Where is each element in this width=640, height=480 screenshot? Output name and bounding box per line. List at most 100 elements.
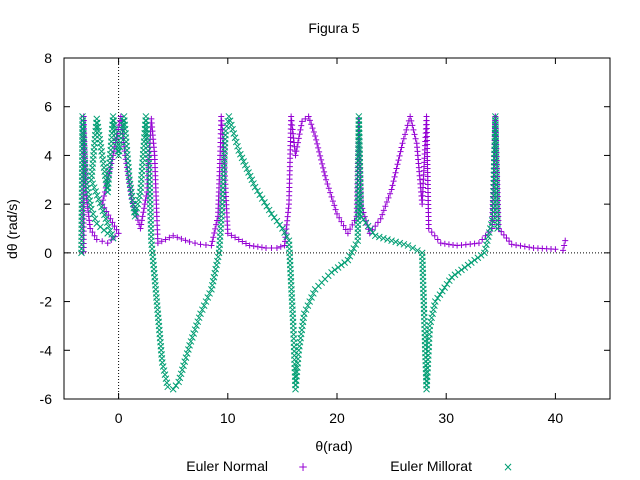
series-marker: [483, 237, 491, 245]
series-marker: [230, 130, 238, 137]
series-marker: [306, 298, 314, 305]
data-point: [560, 247, 567, 254]
series-marker: [441, 240, 448, 247]
series-marker: [411, 131, 418, 138]
series-marker: [308, 294, 315, 301]
series-marker: [106, 227, 114, 234]
series-marker: [400, 135, 407, 142]
series-marker: [102, 215, 110, 223]
legend-marker-euler-millorat: ×: [503, 460, 513, 474]
series-euler-millorat: [78, 113, 501, 393]
series-marker: [396, 239, 404, 247]
series-marker: [454, 268, 462, 276]
data-point: [137, 225, 144, 232]
series-marker: [243, 165, 251, 173]
series-marker: [208, 281, 216, 289]
series-marker: [188, 334, 196, 341]
legend: Euler Normal + Euler Millorat ×: [186, 458, 513, 474]
series-marker: [308, 121, 315, 128]
data-point: [169, 385, 177, 393]
series-marker: [295, 135, 302, 142]
series-marker: [379, 211, 386, 218]
series-marker: [211, 230, 218, 237]
series-marker: [294, 143, 301, 150]
series-marker: [91, 215, 99, 223]
data-point: [399, 140, 406, 147]
series-marker: [183, 350, 191, 357]
x-tick-label: 10: [220, 410, 236, 426]
y-tick-label: -2: [40, 294, 53, 310]
series-marker: [304, 302, 312, 309]
series-marker: [136, 192, 143, 200]
series-marker: [506, 238, 513, 245]
series-marker: [364, 222, 372, 230]
data-point: [371, 232, 379, 240]
series-marker: [139, 213, 146, 220]
series-marker: [246, 172, 254, 180]
data-point: [154, 240, 161, 247]
series-marker: [479, 236, 486, 243]
series-marker: [160, 367, 168, 374]
series-marker: [133, 204, 141, 212]
data-point: [407, 113, 414, 120]
series-marker: [105, 212, 112, 219]
x-tick-label: 20: [329, 410, 345, 426]
series-marker: [349, 221, 356, 228]
series-marker: [362, 219, 370, 227]
series-marker: [461, 264, 469, 271]
data-point: [197, 310, 204, 318]
series-marker: [234, 142, 241, 150]
series-marker: [270, 214, 278, 221]
x-axis: 0 10 20 30 40: [115, 58, 563, 426]
series-marker: [96, 199, 104, 207]
data-point: [377, 215, 384, 222]
series-marker: [434, 236, 441, 243]
series-marker: [431, 232, 438, 239]
data-point: [425, 225, 432, 232]
legend-marker-euler-normal: +: [298, 460, 308, 474]
series-marker: [316, 148, 323, 155]
series-marker: [113, 226, 120, 233]
series-marker: [410, 126, 417, 133]
series-marker: [327, 189, 334, 196]
series-marker: [194, 318, 202, 326]
series-marker: [441, 284, 448, 292]
series-marker: [93, 192, 101, 199]
series-marker: [334, 264, 342, 271]
series-marker: [254, 243, 261, 250]
series-marker: [403, 126, 410, 133]
series-marker: [498, 228, 505, 235]
series-marker: [228, 232, 235, 239]
series-marker: [101, 193, 108, 200]
data-point: [562, 237, 569, 244]
series-marker: [166, 234, 173, 241]
series-marker: [92, 188, 100, 195]
series-marker: [103, 219, 111, 227]
series-marker: [100, 197, 107, 204]
series-marker: [390, 178, 397, 185]
series-marker: [338, 261, 345, 269]
y-tick-label: 4: [44, 147, 52, 163]
y-tick-label: -4: [40, 342, 53, 358]
series-marker: [250, 243, 257, 250]
series-marker: [176, 374, 184, 382]
series-marker: [400, 240, 408, 248]
series-marker: [162, 236, 169, 243]
series-marker: [273, 217, 281, 225]
series-marker: [138, 221, 145, 228]
series-marker: [328, 193, 335, 200]
series-marker: [235, 236, 242, 243]
y-tick-label: 8: [44, 50, 52, 66]
data-point: [344, 256, 352, 264]
series-marker: [321, 168, 328, 175]
series-marker: [254, 187, 261, 195]
series-marker: [134, 200, 142, 208]
series-marker: [302, 115, 309, 122]
series-marker: [89, 180, 97, 188]
data-point: [175, 378, 183, 386]
series-marker: [105, 223, 113, 230]
series-marker: [214, 257, 221, 265]
series-marker: [231, 134, 239, 142]
series-marker: [517, 242, 524, 249]
data-point: [299, 118, 306, 125]
